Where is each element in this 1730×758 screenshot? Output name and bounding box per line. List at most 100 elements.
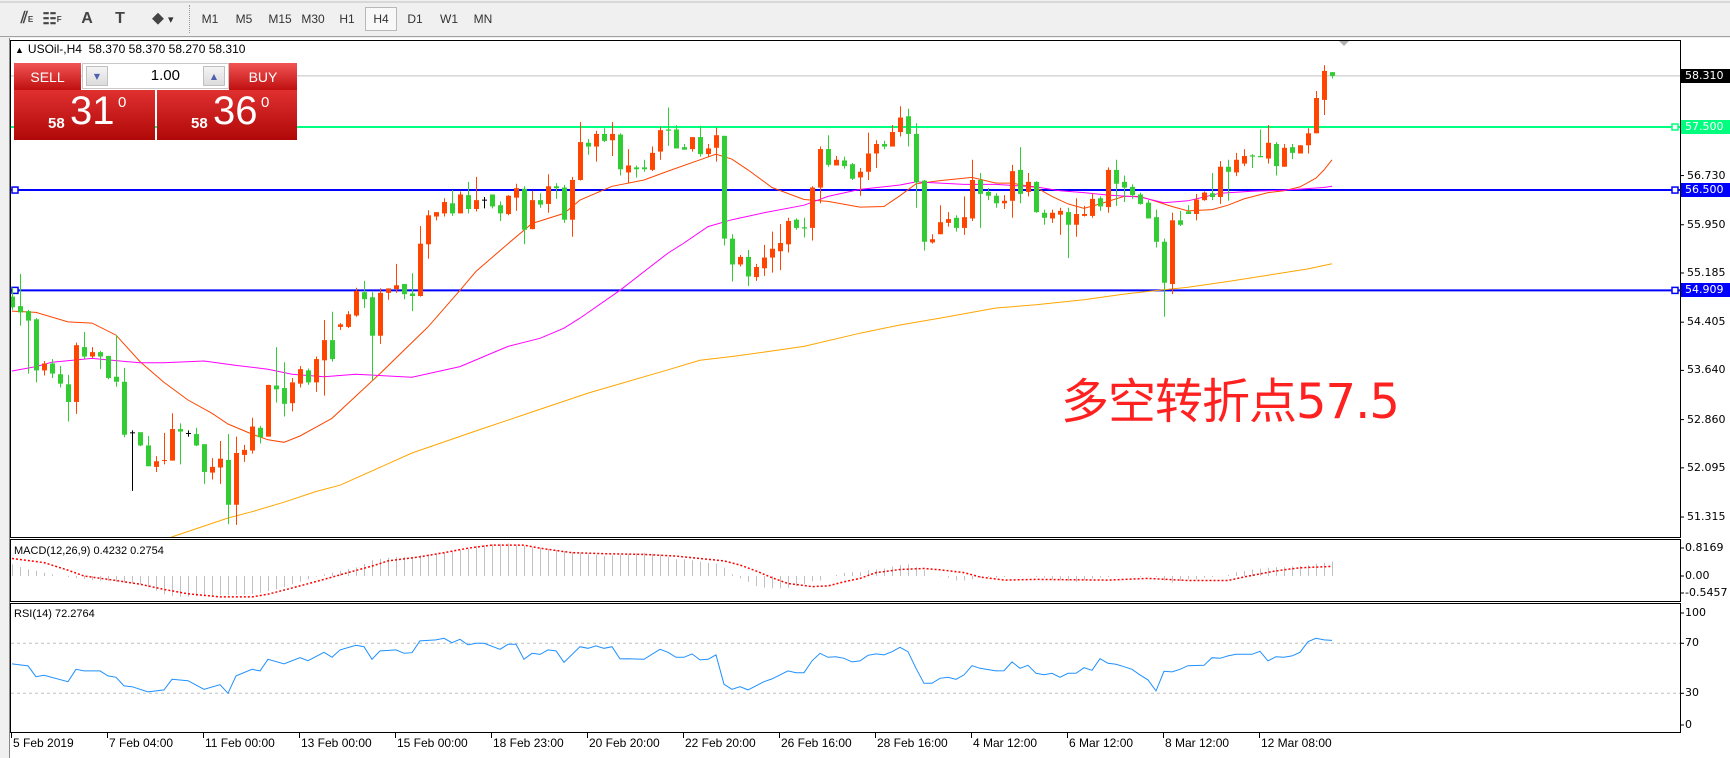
toolbar-top-divider xyxy=(0,1,1730,3)
candle-body xyxy=(906,116,911,134)
candle xyxy=(74,342,79,414)
lot-size-input[interactable]: 1.00 xyxy=(150,67,180,84)
candle-body xyxy=(834,159,839,166)
candle-body xyxy=(882,144,887,147)
buy-button[interactable]: BUY xyxy=(229,63,297,90)
candle xyxy=(458,191,463,214)
fibonacci-icon[interactable]: ☷ F xyxy=(42,11,62,28)
candle-body xyxy=(890,132,895,147)
candle xyxy=(1098,196,1103,211)
candle xyxy=(1106,167,1111,213)
candle-body xyxy=(642,167,647,170)
candle-body xyxy=(1050,212,1055,219)
candle-body xyxy=(1234,159,1239,173)
timeframe-h1[interactable]: H1 xyxy=(339,12,355,26)
candle xyxy=(194,427,199,447)
candle-body xyxy=(1042,212,1047,218)
candle xyxy=(162,432,167,465)
sell-price-box[interactable]: 58 31 0 xyxy=(14,89,155,140)
timeframe-m15[interactable]: M15 xyxy=(268,12,292,26)
equidistant-channel-icon[interactable]: ⫽ E xyxy=(20,10,34,27)
timeframe-m1[interactable]: M1 xyxy=(201,12,219,26)
candle xyxy=(410,273,415,312)
timeframe-h4[interactable]: H4 xyxy=(365,7,397,31)
candle-body xyxy=(1074,214,1079,225)
lot-size-stepper[interactable]: ▼ 1.00 ▲ xyxy=(82,63,229,89)
candle xyxy=(994,193,999,208)
text-label-icon[interactable]: T xyxy=(115,10,125,27)
candle-body xyxy=(554,186,559,189)
time-axis-label: 26 Feb 16:00 xyxy=(781,736,852,750)
lot-increase-icon[interactable]: ▲ xyxy=(203,66,225,86)
candle xyxy=(698,125,703,157)
rsi-axis-label: 0 xyxy=(1685,718,1692,731)
candle xyxy=(154,456,159,472)
candle xyxy=(130,430,135,491)
timeframe-mn[interactable]: MN xyxy=(473,12,493,26)
text-icon[interactable]: A xyxy=(81,10,93,27)
candle-body xyxy=(754,266,759,278)
candle xyxy=(1178,210,1183,227)
timeframe-w1[interactable]: W1 xyxy=(440,12,458,26)
buy-price-box[interactable]: 58 36 0 xyxy=(157,89,297,140)
macd-label: MACD(12,26,9) 0.4232 0.2754 xyxy=(14,545,164,557)
collapse-triangle-icon[interactable]: ▲ xyxy=(15,45,24,55)
candle-body xyxy=(666,129,671,131)
candle xyxy=(1122,175,1127,203)
toolbar-separator xyxy=(189,5,192,33)
rsi-axis-label: 70 xyxy=(1685,636,1699,650)
candle-body xyxy=(122,381,127,435)
candle-body xyxy=(1322,70,1327,100)
candle xyxy=(1306,128,1311,154)
candle xyxy=(602,128,607,143)
candle-body xyxy=(42,363,47,371)
candle-body xyxy=(530,200,535,230)
candle-body xyxy=(34,319,39,371)
candle-body xyxy=(738,256,743,265)
price-axis-label: 51.315 xyxy=(1687,510,1726,524)
chart-annotation-text[interactable]: 多空转折点57.5 xyxy=(1061,374,1400,430)
candle-body xyxy=(50,363,55,374)
macd-signal-line xyxy=(11,544,1333,598)
candle xyxy=(378,288,383,344)
toolbar: ⫽ E ☷ F A T ⬥ ▾ M1 M5 M15 M30 H1 H4 D1 W1 MN xyxy=(0,0,1730,37)
candle-body xyxy=(218,458,223,468)
tool-dropdown-chevron-down-icon[interactable]: ▾ xyxy=(168,13,174,26)
sell-price-main: 31 xyxy=(70,89,115,133)
candle xyxy=(1058,207,1063,235)
candle xyxy=(1298,145,1303,154)
candle xyxy=(290,377,295,412)
candle xyxy=(618,133,623,176)
candle xyxy=(1090,193,1095,218)
arrows-icon[interactable]: ⬥ xyxy=(152,10,164,27)
sell-button[interactable]: SELL xyxy=(14,63,81,90)
candle-body xyxy=(170,429,175,461)
candle xyxy=(906,108,911,147)
timeframe-m5[interactable]: M5 xyxy=(235,12,253,26)
candle-body xyxy=(26,311,31,321)
candle xyxy=(1218,161,1223,204)
candle-body xyxy=(450,203,455,214)
candle xyxy=(298,365,303,388)
candle-body xyxy=(242,449,247,455)
timeframe-d1[interactable]: D1 xyxy=(407,12,423,26)
candle xyxy=(498,201,503,221)
candle xyxy=(1290,144,1295,160)
candle-body xyxy=(978,179,983,194)
candle-body xyxy=(442,202,447,214)
candle xyxy=(1210,173,1215,201)
candle-body xyxy=(410,293,415,297)
level-price-tag: 57.500 xyxy=(1681,120,1730,134)
candle xyxy=(826,135,831,167)
chart-shift-marker-icon xyxy=(1339,41,1349,46)
candle xyxy=(938,205,943,235)
lot-decrease-icon[interactable]: ▼ xyxy=(86,66,108,86)
candle xyxy=(58,365,63,388)
candle-body xyxy=(106,355,111,378)
candle xyxy=(282,362,287,417)
candle xyxy=(386,288,391,300)
candle-body xyxy=(802,227,807,229)
candle-body xyxy=(474,200,479,209)
candle xyxy=(466,181,471,214)
timeframe-m30[interactable]: M30 xyxy=(301,12,325,26)
